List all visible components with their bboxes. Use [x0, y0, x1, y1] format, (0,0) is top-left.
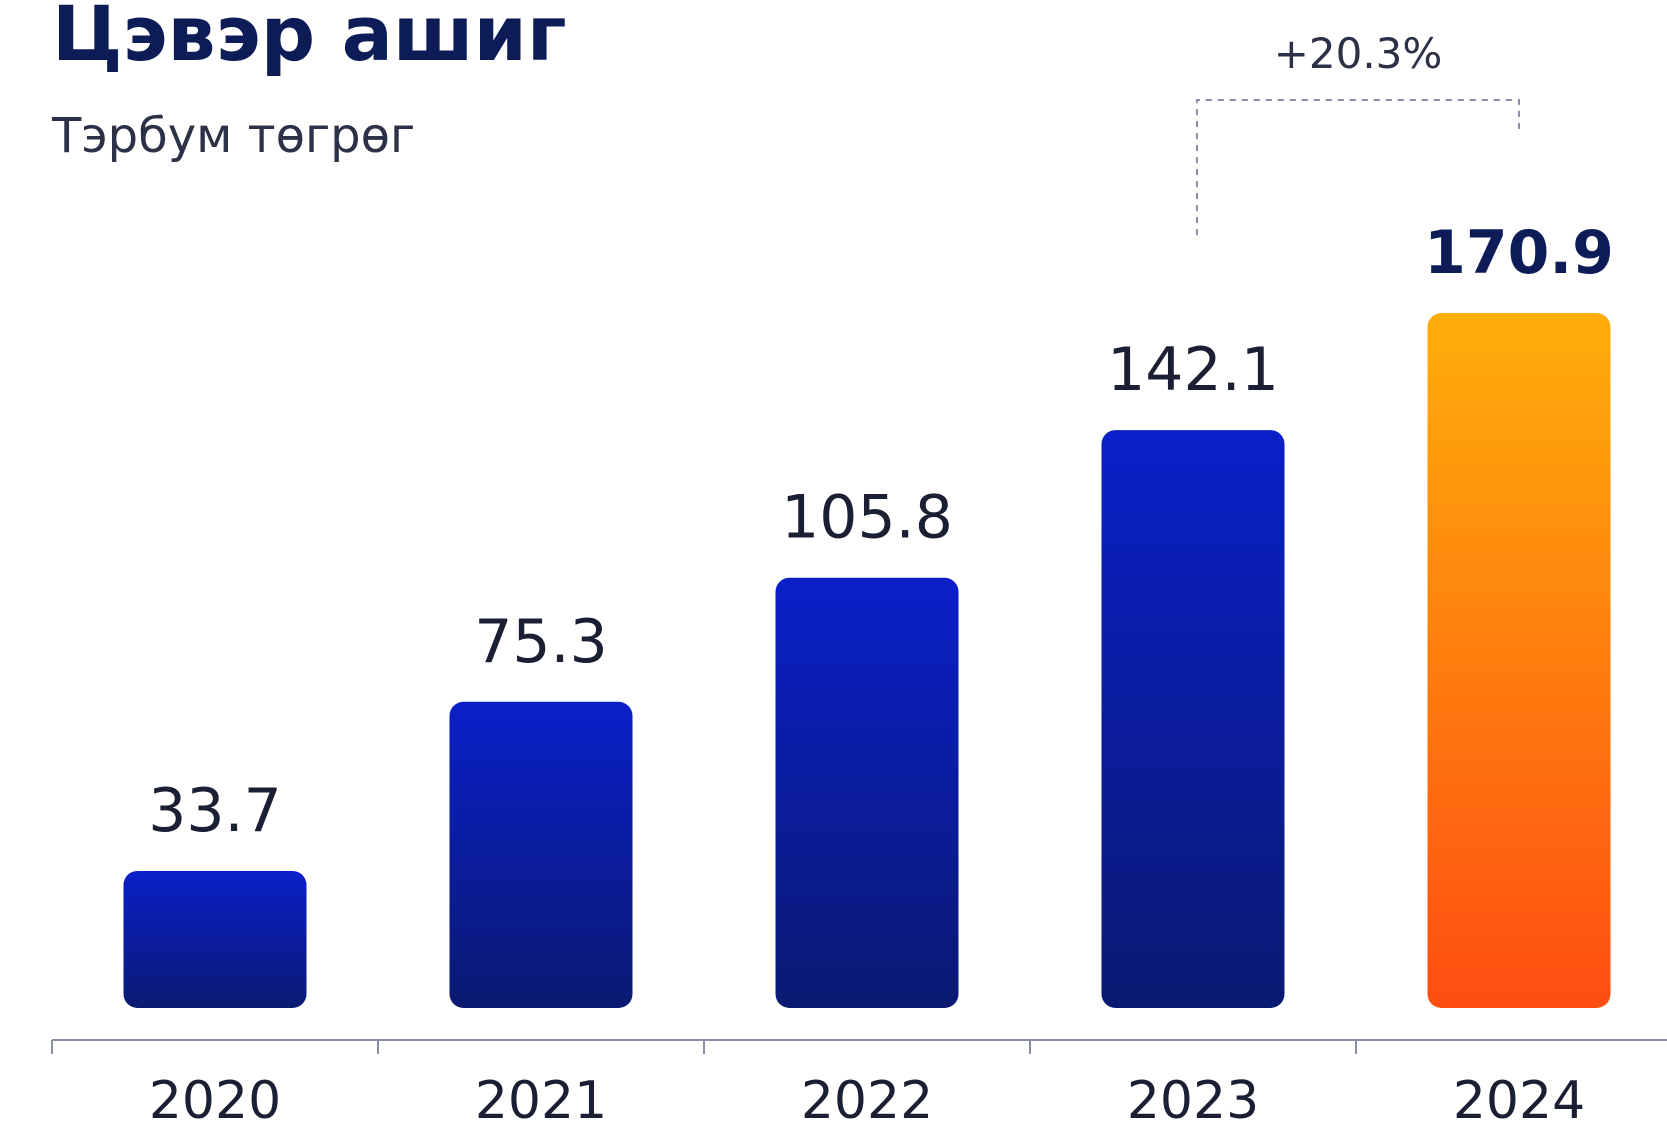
- x-tick-label-2023: 2023: [1127, 1071, 1259, 1131]
- bars-layer: [123, 313, 1611, 1009]
- growth-bracket: [1196, 99, 1520, 236]
- x-ticks-layer: [51, 1040, 1357, 1054]
- bar-2023: [1101, 430, 1285, 1009]
- chart-subtitle: Тэрбум төгрөг: [51, 108, 415, 164]
- value-label-2023: 142.1: [1107, 335, 1279, 405]
- x-tick-label-2020: 2020: [149, 1071, 281, 1131]
- x-tick-labels-layer: 2020 2021 2022 2023 2024: [149, 1071, 1585, 1131]
- chart-title: Цэвэр ашиг: [52, 0, 567, 78]
- bar-2022: [775, 577, 959, 1008]
- growth-annotation: +20.3%: [1196, 29, 1520, 236]
- x-tick-label-2022: 2022: [801, 1071, 933, 1131]
- x-axis: 2020 2021 2022 2023 2024: [51, 1039, 1667, 1131]
- growth-annotation-label: +20.3%: [1274, 29, 1443, 78]
- value-labels-layer: 33.7 75.3 105.8 142.1 170.9: [148, 218, 1614, 846]
- x-tick-label-2024: 2024: [1453, 1071, 1585, 1131]
- bar-2020: [123, 870, 307, 1008]
- x-tick-label-2021: 2021: [475, 1071, 607, 1131]
- bar-2024: [1427, 313, 1611, 1008]
- bar-2021: [449, 701, 633, 1008]
- value-label-2022: 105.8: [781, 483, 953, 553]
- value-label-2021: 75.3: [474, 607, 608, 677]
- value-label-2020: 33.7: [148, 776, 282, 846]
- value-label-2024: 170.9: [1424, 218, 1614, 288]
